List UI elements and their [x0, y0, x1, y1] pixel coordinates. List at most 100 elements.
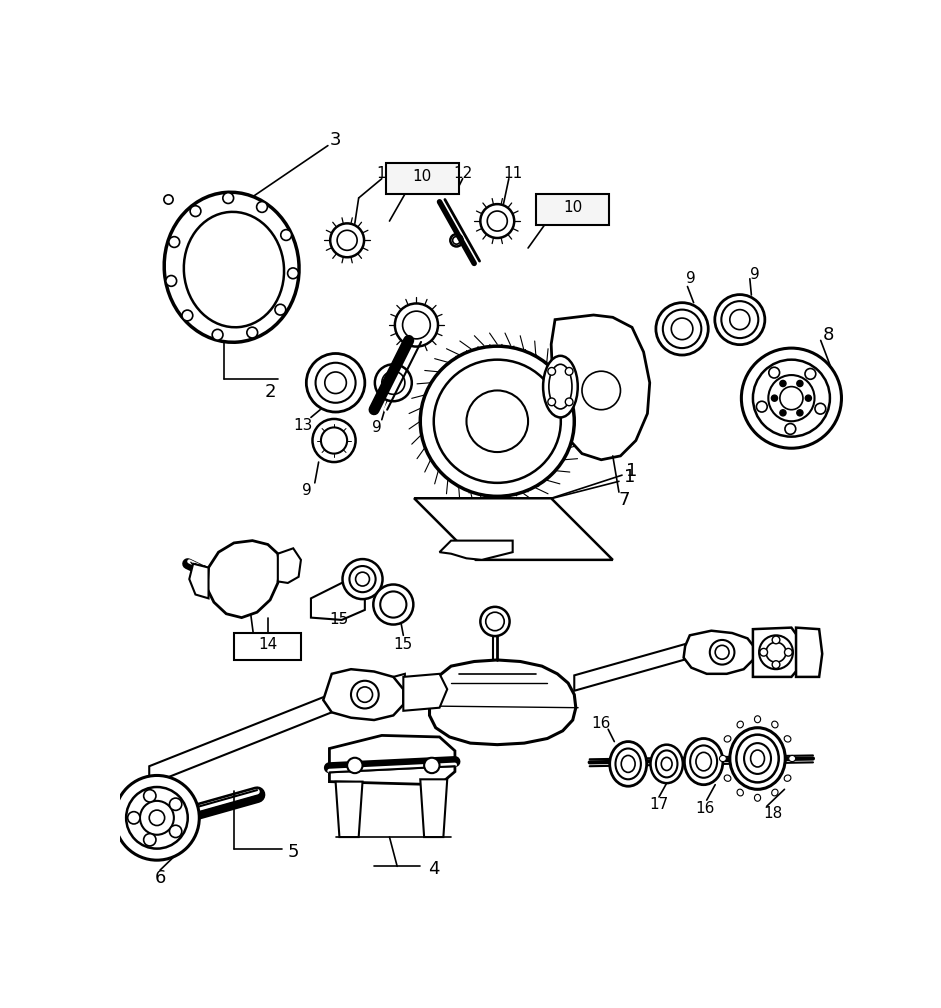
Ellipse shape [434, 360, 561, 483]
Circle shape [780, 409, 786, 416]
Polygon shape [278, 548, 301, 583]
Polygon shape [551, 316, 649, 460]
Ellipse shape [784, 775, 791, 781]
Circle shape [349, 566, 375, 593]
Circle shape [257, 202, 267, 213]
Circle shape [358, 686, 373, 703]
Ellipse shape [720, 755, 726, 762]
Ellipse shape [737, 721, 743, 728]
Ellipse shape [744, 743, 771, 774]
Circle shape [347, 758, 362, 773]
Circle shape [785, 423, 796, 434]
Circle shape [182, 310, 193, 321]
Ellipse shape [183, 212, 284, 328]
Ellipse shape [656, 750, 678, 777]
Circle shape [773, 660, 780, 668]
Text: 2: 2 [264, 383, 276, 401]
Polygon shape [189, 563, 209, 599]
Polygon shape [414, 498, 613, 559]
Circle shape [169, 798, 182, 810]
Polygon shape [439, 540, 513, 559]
Text: 16: 16 [695, 801, 715, 816]
Circle shape [768, 375, 815, 421]
Circle shape [815, 403, 826, 414]
Ellipse shape [715, 294, 765, 345]
Polygon shape [324, 669, 404, 720]
Ellipse shape [755, 794, 760, 801]
Circle shape [140, 801, 174, 835]
Circle shape [223, 193, 233, 204]
Circle shape [424, 758, 439, 773]
Ellipse shape [755, 716, 760, 723]
Circle shape [742, 348, 841, 449]
Circle shape [351, 680, 378, 709]
Ellipse shape [662, 309, 701, 348]
Ellipse shape [549, 364, 572, 409]
Text: 15: 15 [393, 637, 413, 652]
Polygon shape [234, 633, 301, 660]
Ellipse shape [486, 612, 504, 631]
Text: 18: 18 [763, 806, 783, 822]
Polygon shape [421, 779, 447, 837]
Text: 1: 1 [627, 463, 638, 480]
Circle shape [280, 230, 292, 240]
Ellipse shape [730, 728, 785, 789]
Text: 11: 11 [376, 166, 396, 180]
Ellipse shape [164, 193, 299, 343]
Circle shape [753, 360, 830, 436]
Text: 8: 8 [822, 326, 834, 344]
Text: 5: 5 [288, 844, 299, 862]
Circle shape [566, 368, 573, 375]
Circle shape [144, 789, 156, 802]
Circle shape [168, 237, 180, 247]
Ellipse shape [684, 739, 723, 784]
Polygon shape [429, 660, 576, 745]
Text: 12: 12 [454, 166, 473, 180]
Ellipse shape [671, 319, 693, 340]
Text: 13: 13 [294, 417, 313, 432]
Circle shape [797, 380, 803, 387]
Ellipse shape [480, 607, 510, 636]
Circle shape [548, 398, 555, 405]
Circle shape [115, 775, 199, 860]
Polygon shape [150, 673, 405, 784]
Ellipse shape [730, 309, 750, 330]
Text: 10: 10 [563, 200, 582, 215]
Ellipse shape [662, 757, 672, 770]
Polygon shape [683, 631, 756, 673]
Ellipse shape [543, 356, 578, 417]
Circle shape [759, 648, 768, 656]
Ellipse shape [737, 789, 743, 796]
Polygon shape [386, 163, 459, 195]
Circle shape [805, 369, 816, 379]
Circle shape [288, 268, 298, 278]
Circle shape [773, 636, 780, 644]
Text: 9: 9 [372, 420, 381, 434]
Polygon shape [336, 781, 362, 837]
Circle shape [805, 395, 811, 401]
Circle shape [247, 328, 258, 338]
Ellipse shape [725, 736, 731, 742]
Polygon shape [753, 628, 799, 677]
Circle shape [144, 834, 156, 846]
Ellipse shape [772, 721, 778, 728]
Circle shape [380, 592, 407, 618]
Ellipse shape [467, 390, 528, 452]
Text: 9: 9 [686, 271, 696, 286]
Circle shape [275, 304, 286, 316]
Ellipse shape [772, 789, 778, 796]
Circle shape [710, 640, 734, 664]
Polygon shape [535, 195, 609, 225]
Ellipse shape [784, 736, 791, 742]
Circle shape [715, 645, 729, 659]
Ellipse shape [722, 301, 758, 338]
Text: 9: 9 [302, 483, 312, 498]
Circle shape [166, 275, 177, 286]
Circle shape [128, 811, 140, 824]
Ellipse shape [421, 346, 574, 496]
Circle shape [150, 810, 165, 826]
Circle shape [797, 409, 803, 416]
Text: 16: 16 [592, 716, 611, 731]
Polygon shape [311, 583, 365, 620]
Polygon shape [574, 638, 705, 690]
